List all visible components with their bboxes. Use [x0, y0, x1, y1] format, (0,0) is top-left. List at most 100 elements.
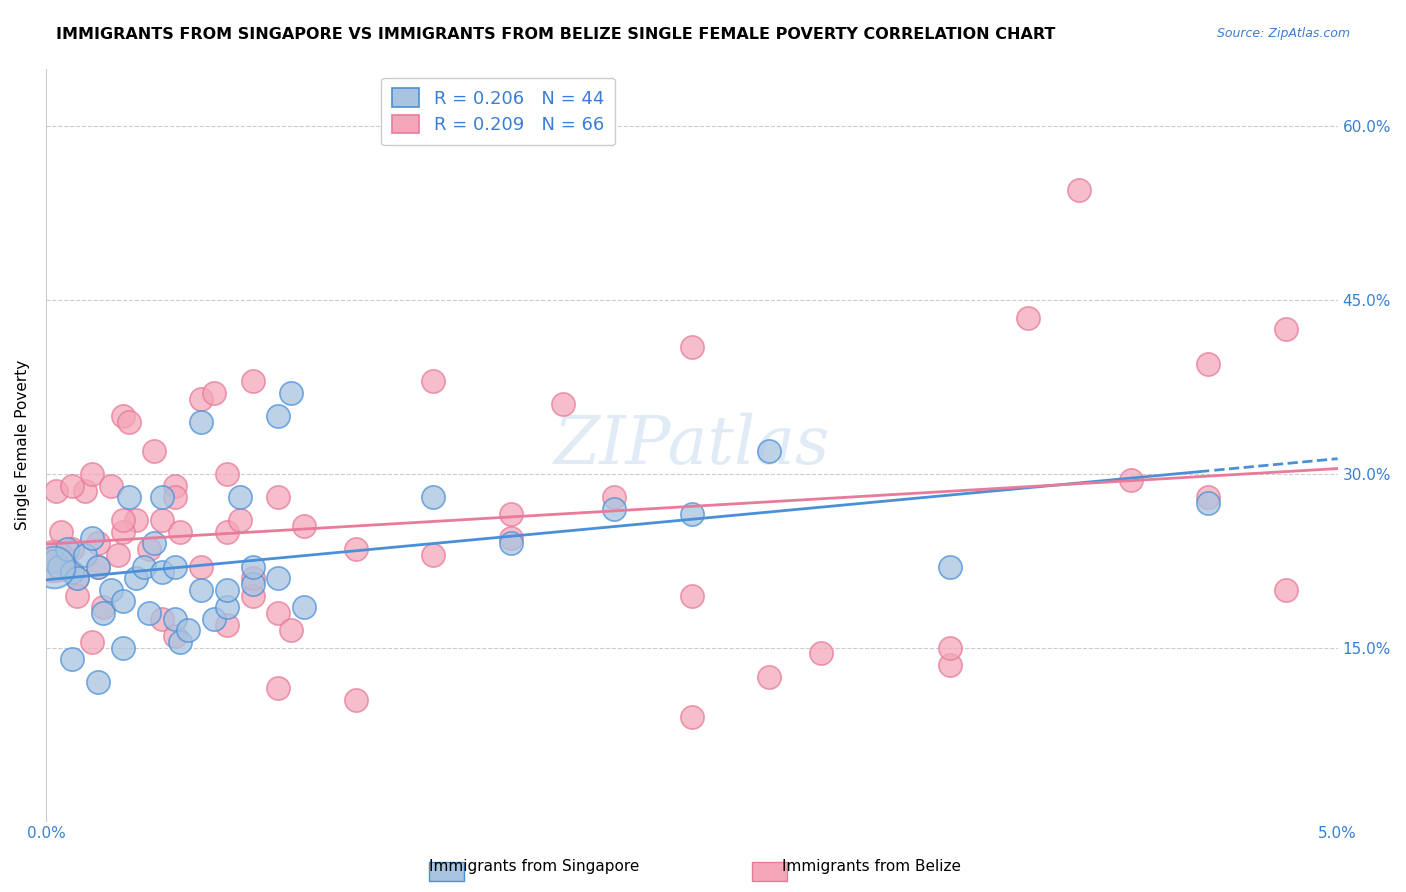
Point [165, 612, 187, 626]
Point [422, 548, 444, 562]
Point [150, 490, 173, 504]
Point [45, 484, 67, 499]
Point [82, 467, 104, 481]
Point [150, 566, 173, 580]
Point [499, 508, 522, 522]
Point [267, 409, 290, 423]
Point [242, 577, 264, 591]
Point [112, 524, 135, 539]
Point [681, 339, 703, 353]
Point [86, 559, 108, 574]
Point [603, 501, 626, 516]
Point [82, 531, 104, 545]
Point [215, 524, 238, 539]
Point [165, 490, 187, 504]
Point [66, 589, 89, 603]
Point [422, 490, 444, 504]
Point [190, 415, 212, 429]
Point [165, 559, 187, 574]
Point [134, 559, 156, 574]
Point [681, 589, 703, 603]
Point [267, 571, 290, 585]
Point [1119, 473, 1142, 487]
Point [215, 617, 238, 632]
Point [202, 385, 225, 400]
Point [91, 600, 114, 615]
Point [125, 571, 148, 585]
Point [681, 710, 703, 724]
Point [60, 478, 83, 492]
Point [86, 675, 108, 690]
Point [758, 443, 780, 458]
Point [242, 559, 264, 574]
Point [1275, 582, 1298, 597]
Point [939, 658, 962, 673]
Point [758, 670, 780, 684]
Point [499, 536, 522, 550]
Point [48, 559, 70, 574]
Point [112, 640, 135, 655]
Point [190, 582, 212, 597]
Point [169, 524, 191, 539]
Point [112, 513, 135, 527]
Point [143, 443, 166, 458]
Point [1069, 183, 1091, 197]
Point [55, 559, 77, 574]
Point [60, 566, 83, 580]
Point [681, 508, 703, 522]
Point [215, 600, 238, 615]
Point [344, 542, 367, 557]
Point [66, 571, 89, 585]
Point [82, 635, 104, 649]
Text: Immigrants from Belize: Immigrants from Belize [782, 859, 962, 874]
Point [242, 589, 264, 603]
Point [1198, 357, 1220, 371]
Point [267, 490, 290, 504]
Point [939, 559, 962, 574]
Point [215, 582, 238, 597]
Point [138, 542, 160, 557]
Point [280, 385, 302, 400]
Point [169, 635, 191, 649]
Text: IMMIGRANTS FROM SINGAPORE VS IMMIGRANTS FROM BELIZE SINGLE FEMALE POVERTY CORREL: IMMIGRANTS FROM SINGAPORE VS IMMIGRANTS … [56, 27, 1056, 42]
Point [42, 554, 65, 568]
Point [242, 571, 264, 585]
Point [117, 415, 139, 429]
Point [280, 624, 302, 638]
Point [190, 559, 212, 574]
Point [150, 513, 173, 527]
Point [242, 374, 264, 388]
Point [112, 409, 135, 423]
Point [117, 490, 139, 504]
Point [112, 594, 135, 608]
Legend: R = 0.206   N = 44, R = 0.209   N = 66: R = 0.206 N = 44, R = 0.209 N = 66 [381, 78, 614, 145]
Point [143, 536, 166, 550]
Point [55, 542, 77, 557]
Point [100, 478, 122, 492]
Point [107, 548, 129, 562]
Point [42, 559, 65, 574]
Point [422, 374, 444, 388]
Point [42, 554, 65, 568]
Point [165, 478, 187, 492]
Point [51, 524, 73, 539]
Point [1275, 322, 1298, 336]
Point [344, 693, 367, 707]
Point [39, 554, 62, 568]
Point [228, 490, 250, 504]
Point [810, 647, 832, 661]
Point [165, 629, 187, 643]
Point [66, 571, 89, 585]
Point [202, 612, 225, 626]
Point [190, 392, 212, 406]
Point [267, 606, 290, 620]
Text: ZIPatlas: ZIPatlas [554, 412, 830, 477]
Point [1198, 490, 1220, 504]
Point [551, 397, 574, 411]
Point [499, 531, 522, 545]
Point [1017, 310, 1039, 325]
Point [150, 612, 173, 626]
Point [73, 484, 96, 499]
Point [73, 548, 96, 562]
Point [292, 600, 315, 615]
